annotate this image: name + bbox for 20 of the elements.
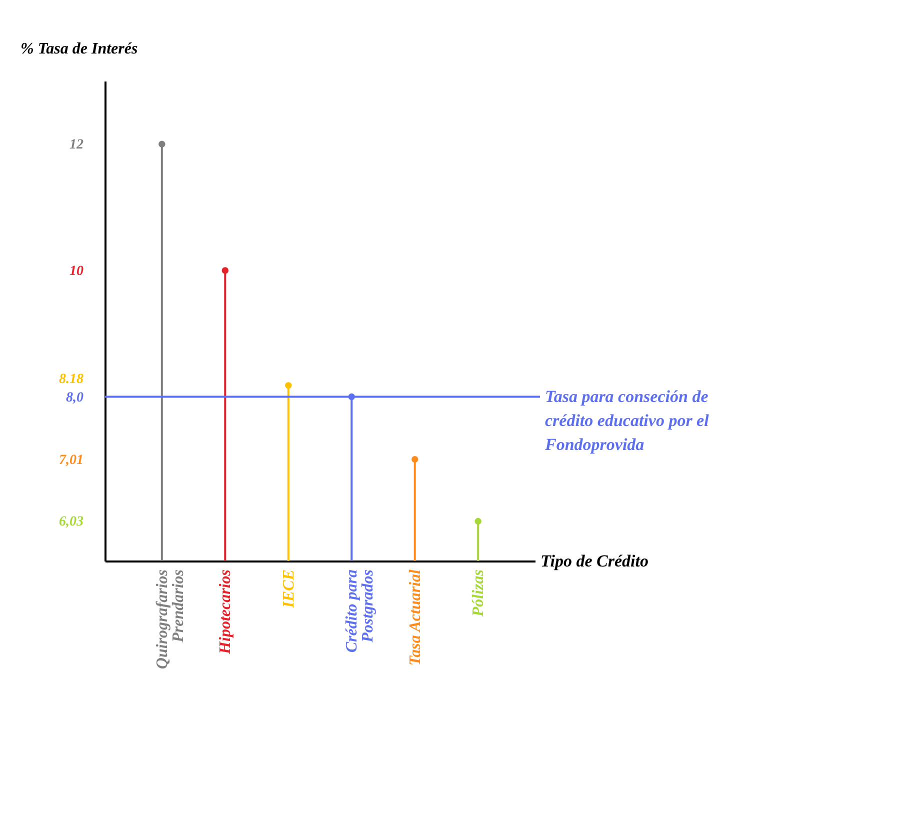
y-tick-label: 7,01 xyxy=(59,452,84,468)
y-tick-label: 8,0 xyxy=(66,390,84,406)
x-tick-label: IECE xyxy=(280,570,298,609)
x-tick-label: Tasa Actuarial xyxy=(406,568,424,666)
x-tick-label: Crédito para Postgrados xyxy=(344,570,377,653)
y-tick-label: 12 xyxy=(70,138,84,153)
y-tick-label: 6,03 xyxy=(59,514,84,530)
y-tick-label: 10 xyxy=(70,264,84,279)
point xyxy=(474,518,482,525)
x-tick-label: Hipotecarios xyxy=(217,570,234,655)
x-axis-title: Tipo de Crédito xyxy=(540,552,648,570)
x-tick-label: Pólizas xyxy=(470,570,488,618)
x-tick-label: Quirografarios Prendarios xyxy=(154,570,187,670)
y-axis-title: % Tasa de Interés xyxy=(20,40,138,58)
y-tick-label: 8.18 xyxy=(59,372,84,387)
point xyxy=(285,382,292,389)
point xyxy=(158,140,166,148)
point xyxy=(412,456,418,463)
ref-line-label: Tasa para conseción de crédito educativo por el Fondoprovida xyxy=(544,386,710,454)
point xyxy=(222,267,228,274)
